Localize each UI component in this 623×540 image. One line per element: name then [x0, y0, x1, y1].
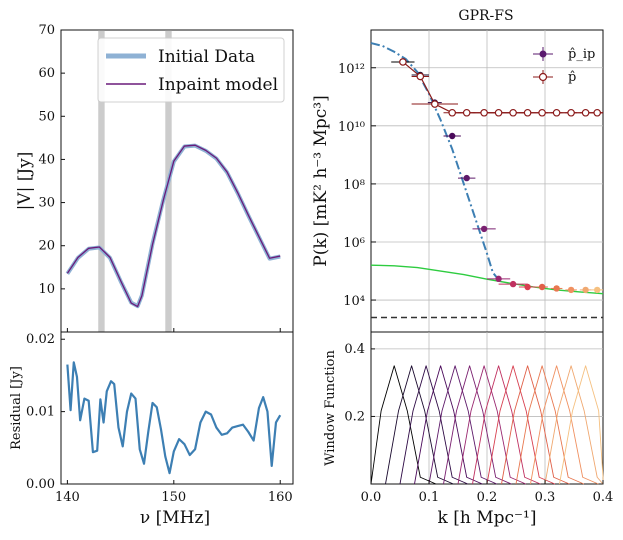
visibility-ytick-label: 40: [38, 152, 55, 167]
p-hat-point: [567, 108, 575, 117]
window-function-curve: [501, 365, 570, 485]
p-ip-point: [463, 174, 470, 182]
residual-ytick-label: 0.02: [26, 332, 55, 347]
visibility-ytick-label: 70: [38, 23, 55, 38]
p-hat-point: [480, 108, 488, 117]
window-function-curve: [472, 365, 541, 485]
legend-initial-label: Initial Data: [158, 47, 255, 67]
window-function-curve: [559, 365, 604, 485]
visibility-ytick-label: 10: [38, 282, 55, 297]
window-function-curve: [486, 365, 556, 485]
window-function-xtick-label: 0.2: [477, 490, 498, 505]
window-function-ytick-label: 0.2: [344, 409, 365, 424]
residual-xtick-label: 140: [55, 490, 80, 505]
window-function-curve: [515, 365, 585, 485]
visibility-ytick-label: 20: [38, 239, 55, 254]
window-function-xtick-label: 0.1: [419, 490, 440, 505]
window-function-curve: [399, 365, 469, 485]
residual-xtick-label: 150: [161, 490, 186, 505]
window-function-ylabel: Window Function: [323, 350, 338, 466]
legend-inpaint-label: Inpaint model: [158, 75, 278, 95]
window-function-xtick-label: 0.0: [361, 490, 382, 505]
window-function-curve: [530, 365, 599, 485]
visibility-ylabel: |V| [Jy]: [15, 152, 35, 211]
p-ip-point: [480, 225, 488, 233]
residual-ytick-label: 0.00: [26, 477, 55, 492]
p-ip-point: [594, 286, 601, 294]
legend-phat-marker: [538, 72, 548, 82]
window-function-curve: [443, 365, 512, 485]
window-function-xtick-label: 0.3: [535, 490, 556, 505]
p-hat-point: [416, 72, 425, 81]
masked-band-0: [98, 30, 105, 332]
p-hat-point: [593, 108, 602, 117]
p-ip-point: [538, 283, 546, 291]
model-spectrum-curve: [370, 42, 500, 281]
residual-axes-frame: [60, 331, 294, 485]
window-function-xlabel: k [h Mpc⁻¹]: [438, 508, 537, 528]
power-spectrum-ytick-label: 10⁸: [343, 178, 365, 193]
window-function-curve: [544, 365, 604, 485]
visibility-legend: Initial Data Inpaint model: [97, 37, 285, 103]
residual-xlabel: ν [MHz]: [140, 508, 210, 528]
p-hat-point: [430, 100, 439, 108]
p-hat-point: [552, 108, 561, 117]
legend-pip-marker: [539, 50, 547, 58]
residual-line: [66, 361, 282, 475]
p-hat-point: [448, 108, 457, 117]
p-hat-point: [399, 58, 407, 66]
p-hat-point: [494, 108, 503, 117]
window-function-curve: [414, 365, 483, 485]
p-ip-point: [449, 132, 456, 140]
visibility-ytick-label: 50: [38, 109, 55, 124]
window-function-xtick-label: 0.4: [593, 490, 614, 505]
window-function-ytick-label: 0.4: [344, 342, 365, 357]
visibility-ytick-label: 30: [38, 196, 55, 211]
power-spectrum-ytick-label: 10¹²: [338, 62, 365, 77]
p-hat-point: [581, 108, 590, 117]
window-function-panel: 0.2 0.4 0.0 0.1 0.2 0.3 0.4 Window Function k…: [323, 331, 614, 528]
legend-phat-label: p̂: [568, 70, 576, 85]
legend-pip-label: p̂_ip: [568, 47, 595, 62]
residual-ytick-label: 0.01: [26, 405, 55, 420]
window-function-curve: [428, 365, 498, 485]
p-hat-point: [523, 108, 532, 117]
power-spectrum-ylabel: P(k) [mK² h⁻³ Mpc³]: [311, 95, 331, 266]
p-ip-point: [509, 280, 517, 288]
window-function-curve: [457, 365, 527, 485]
power-spectrum-ytick-label: 10¹⁰: [338, 120, 365, 135]
p-ip-point: [553, 285, 560, 292]
window-function-curve: [370, 365, 437, 485]
power-spectrum-ytick-label: 10⁶: [343, 236, 365, 251]
residual-ylabel: Residual [Jy]: [9, 366, 24, 450]
p-ip-point: [567, 286, 575, 294]
p-hat-point: [462, 108, 471, 117]
residual-panel: 0.00 0.01 0.02 140 150 160 Residual [Jy] ν […: [9, 331, 294, 528]
p-hat-point: [538, 108, 546, 117]
power-spectrum-title: GPR-FS: [458, 8, 513, 24]
p-hat-point: [509, 108, 517, 117]
p-ip-point: [524, 283, 531, 291]
visibility-ytick-label: 60: [38, 66, 55, 81]
p-ip-point: [582, 286, 589, 294]
power-spectrum-legend: p̂_ip p̂: [533, 47, 595, 85]
inpaint-model-line: [66, 144, 281, 308]
residual-xtick-label: 160: [268, 490, 293, 505]
visibility-panel: 10 20 30 40 50 60 70 |V| [Jy] Initial Data Inp…: [15, 23, 294, 333]
p-ip-point: [495, 275, 502, 283]
power-spectrum-panel: GPR-FS 10¹² 10¹⁰ 10⁸ 10⁶ 10⁴ P(k) [mK² h⁻³ M…: [311, 8, 604, 333]
power-spectrum-ytick-label: 10⁴: [343, 294, 365, 309]
window-function-curve: [385, 365, 454, 485]
